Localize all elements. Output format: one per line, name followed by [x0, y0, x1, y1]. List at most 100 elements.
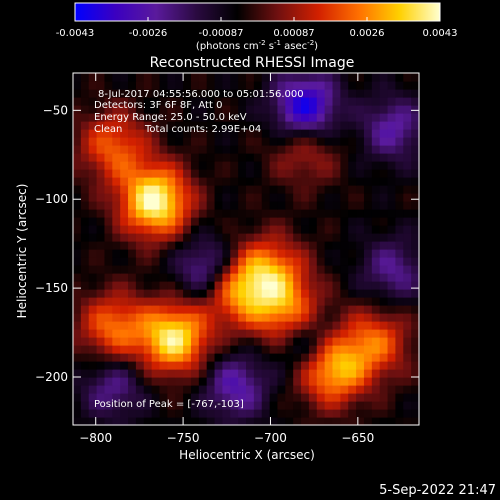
heatmap-cell — [222, 345, 231, 354]
heatmap-cell — [135, 97, 145, 106]
heatmap-cell — [135, 257, 145, 266]
heatmap-cell — [167, 81, 176, 90]
colorbar-tick-label: -0.0026 — [129, 28, 168, 39]
heatmap-cell — [293, 217, 302, 226]
heatmap-cell — [80, 113, 90, 122]
heatmap-cell — [269, 361, 279, 370]
heatmap-cell — [183, 361, 192, 370]
heatmap-cell — [230, 321, 239, 330]
heatmap-cell — [324, 193, 334, 202]
heatmap-cell — [293, 201, 302, 210]
heatmap-cell — [159, 105, 168, 114]
heatmap-cell — [120, 313, 129, 322]
heatmap-cell — [206, 337, 216, 346]
heatmap-cell — [128, 177, 137, 186]
heatmap-cell — [379, 313, 389, 322]
heatmap-cell — [80, 321, 90, 330]
heatmap-cell — [135, 121, 145, 130]
heatmap-cell — [277, 393, 286, 402]
heatmap-cell — [143, 321, 153, 330]
heatmap-cell — [96, 161, 106, 170]
heatmap-cell — [324, 401, 334, 410]
heatmap-cell — [253, 153, 263, 162]
heatmap-cell — [167, 97, 176, 106]
heatmap-cell — [395, 401, 404, 410]
heatmap-cell — [159, 305, 168, 314]
heatmap-cell — [379, 185, 389, 194]
heatmap-cell — [246, 329, 255, 338]
heatmap-cell — [151, 105, 161, 114]
heatmap-cell — [112, 305, 121, 314]
heatmap-cell — [143, 113, 153, 122]
heatmap-cell — [206, 401, 216, 410]
heatmap-cell — [151, 385, 161, 394]
heatmap-cell — [112, 193, 121, 202]
heatmap-cell — [269, 161, 279, 170]
heatmap-cell — [332, 417, 341, 426]
heatmap-cell — [151, 233, 161, 242]
heatmap-cell — [151, 169, 161, 178]
heatmap-cell — [151, 297, 161, 306]
heatmap-cell — [112, 401, 121, 410]
heatmap-cell — [190, 233, 200, 242]
heatmap-cell — [175, 321, 184, 330]
heatmap-cell — [277, 161, 286, 170]
heatmap-cell — [167, 361, 176, 370]
heatmap-cell — [269, 169, 279, 178]
heatmap-cell — [340, 241, 349, 250]
heatmap-cell — [246, 409, 255, 418]
heatmap-cell — [206, 89, 216, 98]
heatmap-cell — [285, 153, 294, 162]
heatmap-cell — [379, 169, 389, 178]
heatmap-cell — [183, 305, 192, 314]
heatmap-cell — [214, 113, 224, 122]
heatmap-cell — [73, 81, 82, 90]
heatmap-cell — [285, 281, 294, 290]
heatmap-cell — [230, 153, 239, 162]
heatmap-cell — [128, 257, 137, 266]
heatmap-cell — [135, 297, 145, 306]
heatmap-cell — [285, 233, 294, 242]
heatmap-cell — [73, 209, 82, 218]
heatmap-cell — [387, 297, 397, 306]
heatmap-cell — [395, 145, 404, 154]
heatmap-cell — [198, 257, 208, 266]
heatmap-cell — [332, 385, 341, 394]
heatmap-cell — [80, 177, 90, 186]
heatmap-cell — [363, 137, 373, 146]
heatmap-cell — [88, 217, 98, 226]
heatmap-cell — [277, 89, 286, 98]
heatmap-cell — [269, 353, 279, 362]
heatmap-cell — [363, 209, 373, 218]
heatmap-cell — [387, 281, 397, 290]
heatmap-cell — [222, 153, 231, 162]
heatmap-cell — [340, 129, 349, 138]
heatmap-cell — [316, 417, 326, 426]
heatmap-cell — [80, 417, 90, 426]
heatmap-cell — [411, 281, 420, 290]
heatmap-cell — [246, 417, 255, 426]
heatmap-cell — [246, 401, 255, 410]
heatmap-cell — [175, 329, 184, 338]
heatmap-cell — [159, 345, 168, 354]
heatmap-cell — [151, 177, 161, 186]
heatmap-cell — [411, 401, 420, 410]
heatmap-cell — [159, 281, 168, 290]
heatmap-cell — [230, 121, 239, 130]
heatmap-cell — [120, 241, 129, 250]
heatmap-cell — [135, 89, 145, 98]
heatmap-cell — [151, 185, 161, 194]
heatmap-cell — [340, 385, 349, 394]
heatmap-cell — [387, 249, 397, 258]
heatmap-cell — [151, 345, 161, 354]
heatmap-cell — [135, 177, 145, 186]
heatmap-cell — [253, 161, 263, 170]
heatmap-cell — [222, 161, 231, 170]
heatmap-cell — [190, 209, 200, 218]
heatmap-cell — [293, 305, 302, 314]
heatmap-cell — [183, 185, 192, 194]
heatmap-cell — [183, 73, 192, 82]
heatmap-cell — [411, 129, 420, 138]
heatmap-cell — [167, 105, 176, 114]
heatmap-cell — [151, 161, 161, 170]
